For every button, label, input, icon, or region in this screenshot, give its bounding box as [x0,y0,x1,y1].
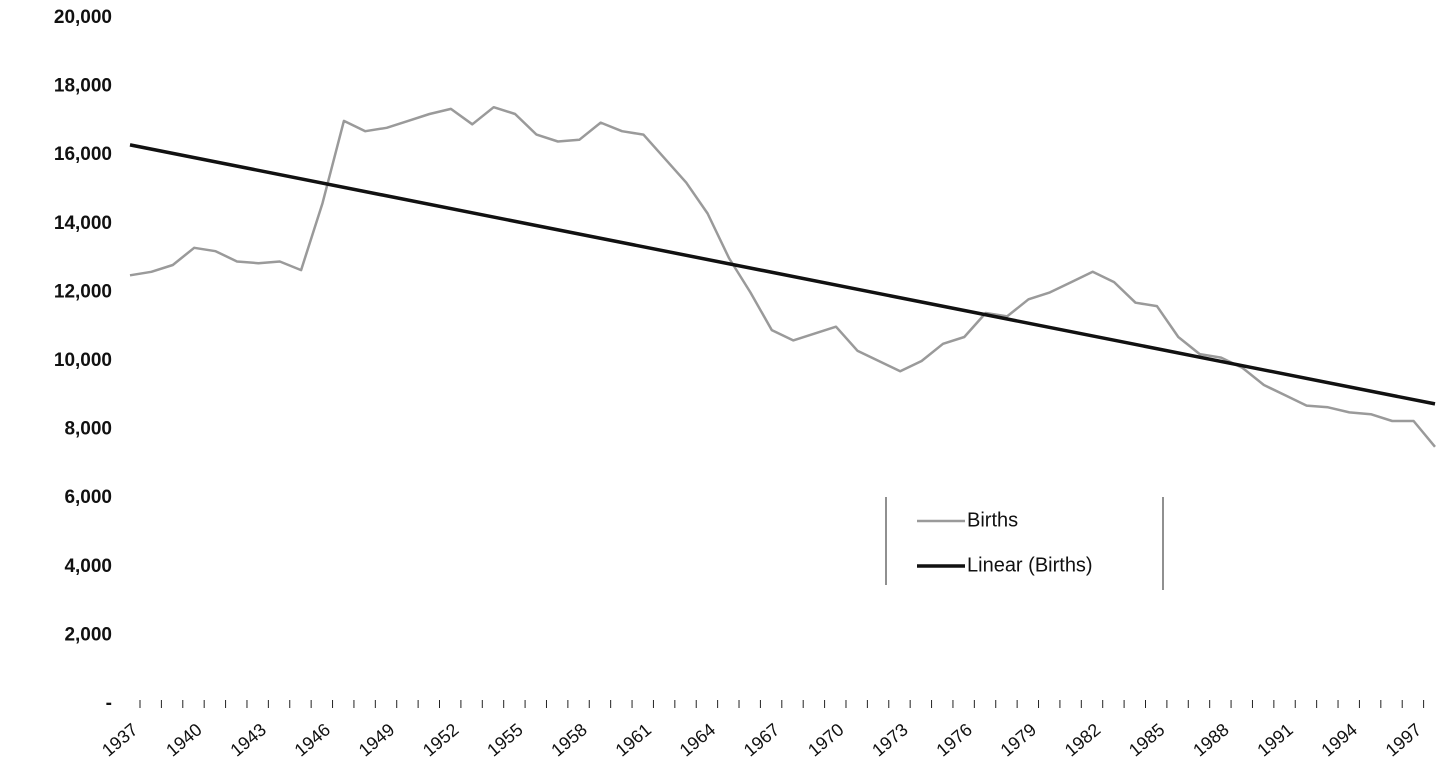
x-tick-label: 1973 [868,719,912,760]
x-tick-label: 1985 [1125,719,1169,760]
x-tick-label: 1949 [355,719,399,760]
x-tick-label: 1997 [1382,719,1426,760]
x-tick-label: 1958 [547,719,591,760]
x-tick-label: 1955 [483,719,527,760]
x-tick-label: 1943 [226,719,270,760]
legend-label: Linear (Births) [967,554,1093,576]
x-tick-label: 1994 [1318,719,1362,760]
y-tick-label: 16,000 [54,144,112,165]
y-tick-label: 8,000 [64,419,112,440]
y-tick-label: 10,000 [54,350,112,371]
y-tick-label: 20,000 [54,7,112,28]
x-tick-label: 1940 [162,719,206,760]
x-tick-label: 1961 [612,719,656,760]
x-tick-label: 1976 [932,719,976,760]
y-tick-label: 12,000 [54,281,112,302]
y-tick-label: 4,000 [64,556,112,577]
trend-line [129,143,1436,406]
x-tick-label: 1991 [1253,719,1297,760]
y-tick-label: 18,000 [54,76,112,97]
x-tick-label: 1979 [997,719,1041,760]
births-line [129,105,1436,448]
y-tick-label: - [106,693,112,714]
x-tick-label: 1937 [98,719,142,760]
y-tick-label: 2,000 [64,624,112,645]
y-tick-label: 14,000 [54,213,112,234]
x-tick-label: 1967 [740,719,784,760]
x-tick-label: 1946 [291,719,335,760]
x-tick-label: 1982 [1061,719,1105,760]
y-tick-label: 6,000 [64,487,112,508]
x-tick-label: 1964 [676,719,720,760]
x-tick-label: 1970 [804,719,848,760]
x-tick-label: 1988 [1189,719,1233,760]
legend-label: Births [967,509,1018,531]
x-tick-label: 1952 [419,719,463,760]
